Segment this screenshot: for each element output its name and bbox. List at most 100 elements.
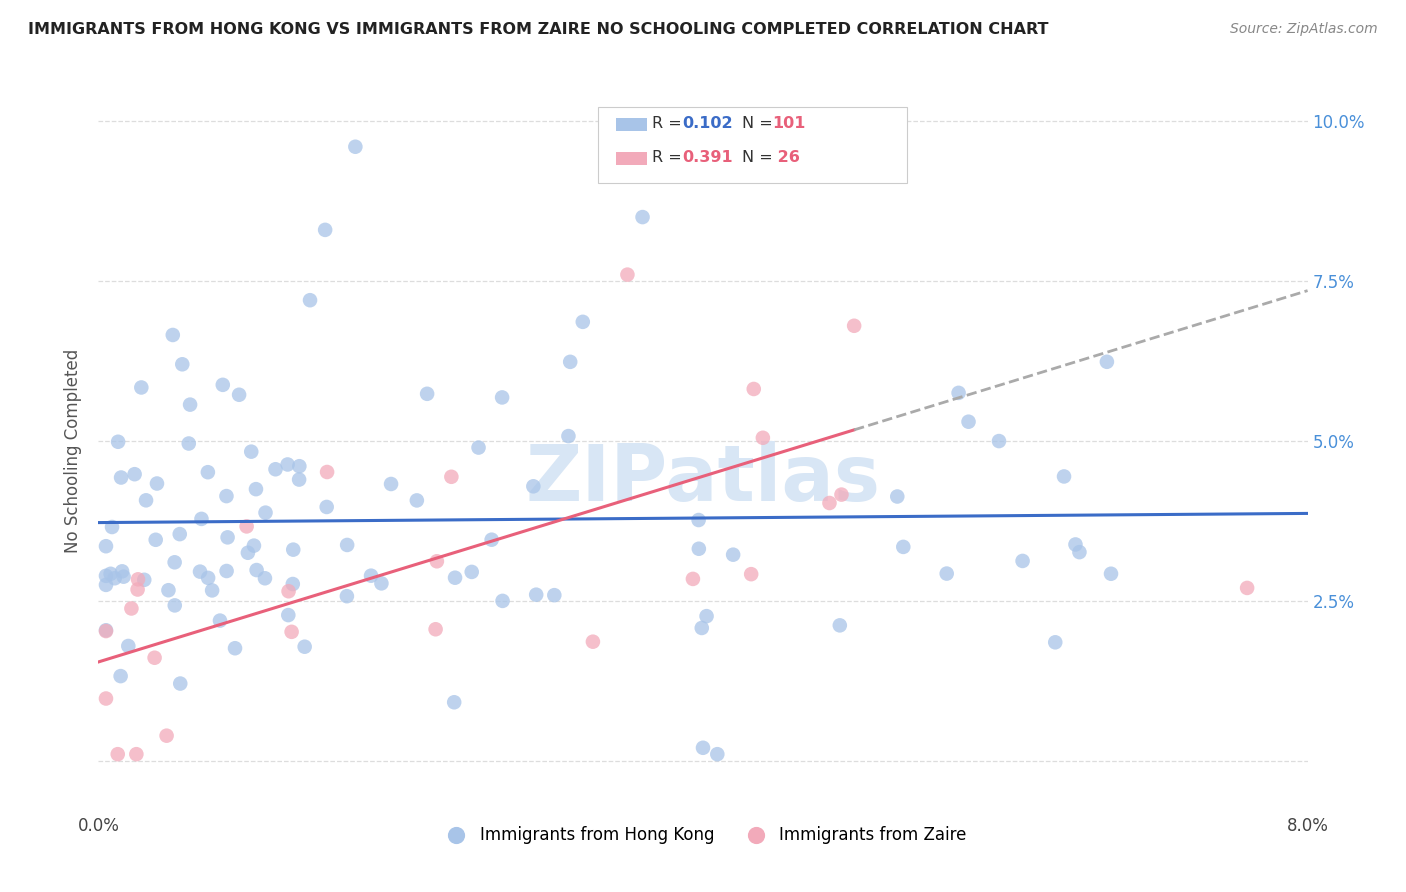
Point: [1064, 537, 1087, 551]
Point: [254, 506, 277, 520]
Point: [360, 568, 382, 582]
Point: [571, 315, 593, 329]
Point: [94, 578, 117, 592]
Point: [245, 482, 267, 496]
Point: [1053, 469, 1076, 483]
Point: [522, 479, 544, 493]
Point: [111, 565, 134, 579]
Point: [740, 567, 762, 582]
Point: [197, 465, 219, 479]
Point: [491, 391, 513, 405]
Point: [110, 470, 132, 484]
Text: R =: R =: [652, 151, 688, 165]
Text: Source: ZipAtlas.com: Source: ZipAtlas.com: [1230, 22, 1378, 37]
Point: [283, 542, 305, 557]
Point: [696, 609, 718, 624]
Point: [101, 520, 124, 534]
Text: N =: N =: [742, 117, 779, 131]
Point: [172, 357, 194, 371]
Point: [299, 293, 322, 308]
Point: [616, 268, 638, 282]
Legend: Immigrants from Hong Kong, Immigrants from Zaire: Immigrants from Hong Kong, Immigrants fr…: [433, 819, 973, 850]
Point: [134, 573, 156, 587]
Point: [288, 473, 311, 487]
Point: [94, 539, 117, 553]
Point: [336, 538, 359, 552]
Point: [94, 569, 117, 583]
Point: [281, 577, 304, 591]
Point: [557, 429, 579, 443]
Point: [425, 622, 447, 636]
Point: [135, 493, 157, 508]
Point: [315, 500, 337, 514]
Point: [1095, 355, 1118, 369]
Text: 0.391: 0.391: [682, 151, 733, 165]
Point: [416, 386, 439, 401]
Point: [280, 624, 302, 639]
Point: [163, 599, 186, 613]
Point: [440, 470, 463, 484]
Point: [294, 640, 316, 654]
Point: [217, 530, 239, 544]
Text: 26: 26: [772, 151, 800, 165]
Point: [169, 527, 191, 541]
Point: [107, 747, 129, 761]
Point: [1236, 581, 1258, 595]
Point: [155, 729, 177, 743]
Text: N =: N =: [742, 151, 779, 165]
Point: [844, 318, 866, 333]
Text: 101: 101: [772, 117, 806, 131]
Point: [682, 572, 704, 586]
Point: [94, 624, 117, 638]
Point: [1099, 566, 1122, 581]
Point: [104, 571, 127, 585]
Point: [211, 377, 233, 392]
Point: [444, 571, 467, 585]
Point: [316, 465, 339, 479]
Point: [131, 380, 153, 394]
Point: [344, 140, 367, 154]
Point: [277, 458, 299, 472]
Point: [197, 571, 219, 585]
Point: [688, 513, 710, 527]
Point: [190, 512, 212, 526]
Point: [467, 441, 489, 455]
Point: [461, 565, 484, 579]
Point: [146, 476, 169, 491]
Point: [120, 601, 142, 615]
Point: [277, 584, 299, 599]
Point: [336, 589, 359, 603]
Point: [405, 493, 427, 508]
Point: [224, 641, 246, 656]
Point: [752, 431, 775, 445]
Point: [201, 583, 224, 598]
Point: [157, 583, 180, 598]
Point: [277, 608, 299, 623]
Point: [143, 650, 166, 665]
Point: [94, 691, 117, 706]
Text: ZIPatlas: ZIPatlas: [526, 442, 880, 517]
Point: [100, 566, 122, 581]
Point: [742, 382, 765, 396]
Point: [246, 563, 269, 577]
Point: [177, 436, 200, 450]
Text: R =: R =: [652, 117, 688, 131]
Point: [94, 624, 117, 638]
Point: [491, 594, 513, 608]
Point: [886, 490, 908, 504]
Point: [145, 533, 167, 547]
Point: [1011, 554, 1033, 568]
Point: [179, 398, 201, 412]
Y-axis label: No Schooling Completed: No Schooling Completed: [65, 349, 83, 552]
Point: [948, 385, 970, 400]
Point: [107, 434, 129, 449]
Point: [692, 740, 714, 755]
Point: [169, 676, 191, 690]
Text: IMMIGRANTS FROM HONG KONG VS IMMIGRANTS FROM ZAIRE NO SCHOOLING COMPLETED CORREL: IMMIGRANTS FROM HONG KONG VS IMMIGRANTS …: [28, 22, 1049, 37]
Point: [112, 569, 135, 583]
Point: [235, 519, 257, 533]
Point: [380, 477, 402, 491]
Point: [110, 669, 132, 683]
Point: [215, 489, 238, 503]
Point: [706, 747, 728, 761]
